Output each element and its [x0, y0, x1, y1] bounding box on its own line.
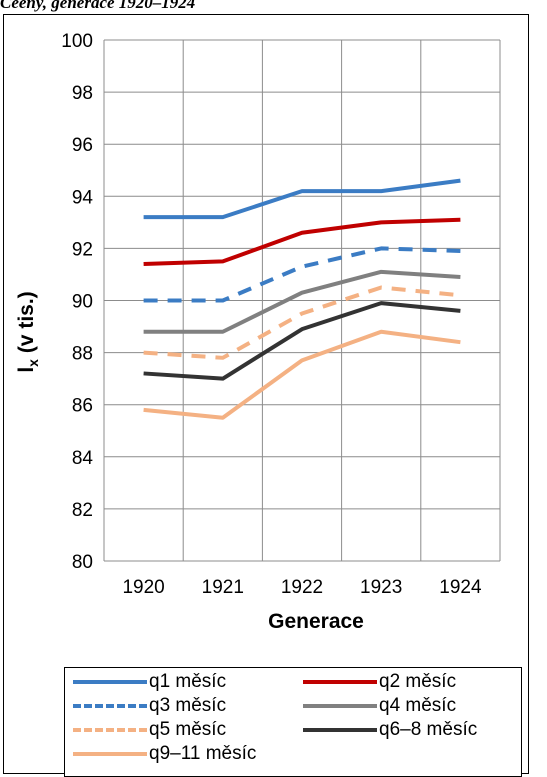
- legend-swatch: [73, 704, 147, 708]
- legend-item: q3 měsíc: [73, 695, 226, 717]
- legend-swatch: [303, 680, 377, 684]
- y-tick-label: 96: [72, 135, 93, 156]
- x-axis-title: Generace: [268, 610, 364, 633]
- legend-swatch: [73, 728, 147, 732]
- series-line-2: [143, 217, 461, 267]
- legend-item: q1 měsíc: [73, 671, 226, 693]
- series-lines: [143, 178, 461, 420]
- y-tick-label: 94: [72, 187, 94, 208]
- x-tick-label: 1923: [360, 577, 402, 598]
- legend-swatch: [303, 704, 377, 708]
- legend-item: q2 měsíc: [303, 671, 456, 693]
- legend-label: q3 měsíc: [149, 695, 227, 716]
- series-line-6: [143, 301, 461, 381]
- x-tick-label: 1924: [439, 577, 482, 598]
- grid-lines: [103, 39, 501, 562]
- legend-label: q9–11 měsíc: [149, 743, 257, 764]
- legend-swatch: [73, 752, 147, 756]
- legend-item: q6–8 měsíc: [303, 719, 477, 741]
- y-axis-title: lx (v tis.): [15, 291, 41, 372]
- legend-item: q4 měsíc: [303, 695, 456, 717]
- tick-labels: 80 82 84 86 88 90 92 94 96 98 100 1920 1921 1922 1923 1…: [61, 31, 482, 598]
- y-tick-label: 98: [72, 83, 93, 104]
- series-line-4: [143, 269, 461, 334]
- y-tick-label: 100: [61, 31, 93, 52]
- y-tick-label: 88: [72, 344, 93, 365]
- series-line-5: [143, 285, 461, 360]
- series-line-1: [143, 178, 461, 220]
- x-tick-label: 1920: [122, 577, 164, 598]
- y-tick-label: 82: [72, 500, 93, 521]
- y-tick-label: 90: [72, 292, 93, 313]
- x-tick-label: 1921: [202, 577, 244, 598]
- series-line-3: [143, 246, 461, 303]
- legend-swatch: [73, 680, 147, 684]
- y-axis-title-rest: (v tis.): [15, 291, 38, 359]
- legend-item: q5 měsíc: [73, 719, 226, 741]
- y-axis-title-main: l: [15, 367, 38, 373]
- legend-label: q6–8 měsíc: [379, 719, 478, 740]
- y-tick-label: 92: [72, 239, 93, 260]
- chart-legend: q1 měsíc q2 měsíc q3 měsíc q4 měsíc q5 měsíc…: [64, 667, 522, 777]
- legend-label: q4 měsíc: [379, 695, 457, 716]
- legend-label: q5 měsíc: [149, 719, 227, 740]
- legend-swatch: [303, 728, 377, 732]
- y-tick-label: 86: [72, 396, 93, 417]
- y-tick-label: 84: [72, 448, 94, 469]
- svg-text:lx (v tis.): lx (v tis.): [15, 291, 41, 372]
- legend-label: q2 měsíc: [379, 671, 457, 692]
- x-tick-label: 1922: [281, 577, 323, 598]
- chart-caption: Ceeny, generace 1920–1924: [0, 0, 196, 12]
- legend-label: q1 měsíc: [149, 671, 227, 692]
- y-tick-label: 80: [72, 552, 93, 573]
- legend-item: q9–11 měsíc: [73, 743, 256, 765]
- y-axis-title-sub: x: [25, 359, 41, 367]
- series-line-7: [143, 329, 461, 420]
